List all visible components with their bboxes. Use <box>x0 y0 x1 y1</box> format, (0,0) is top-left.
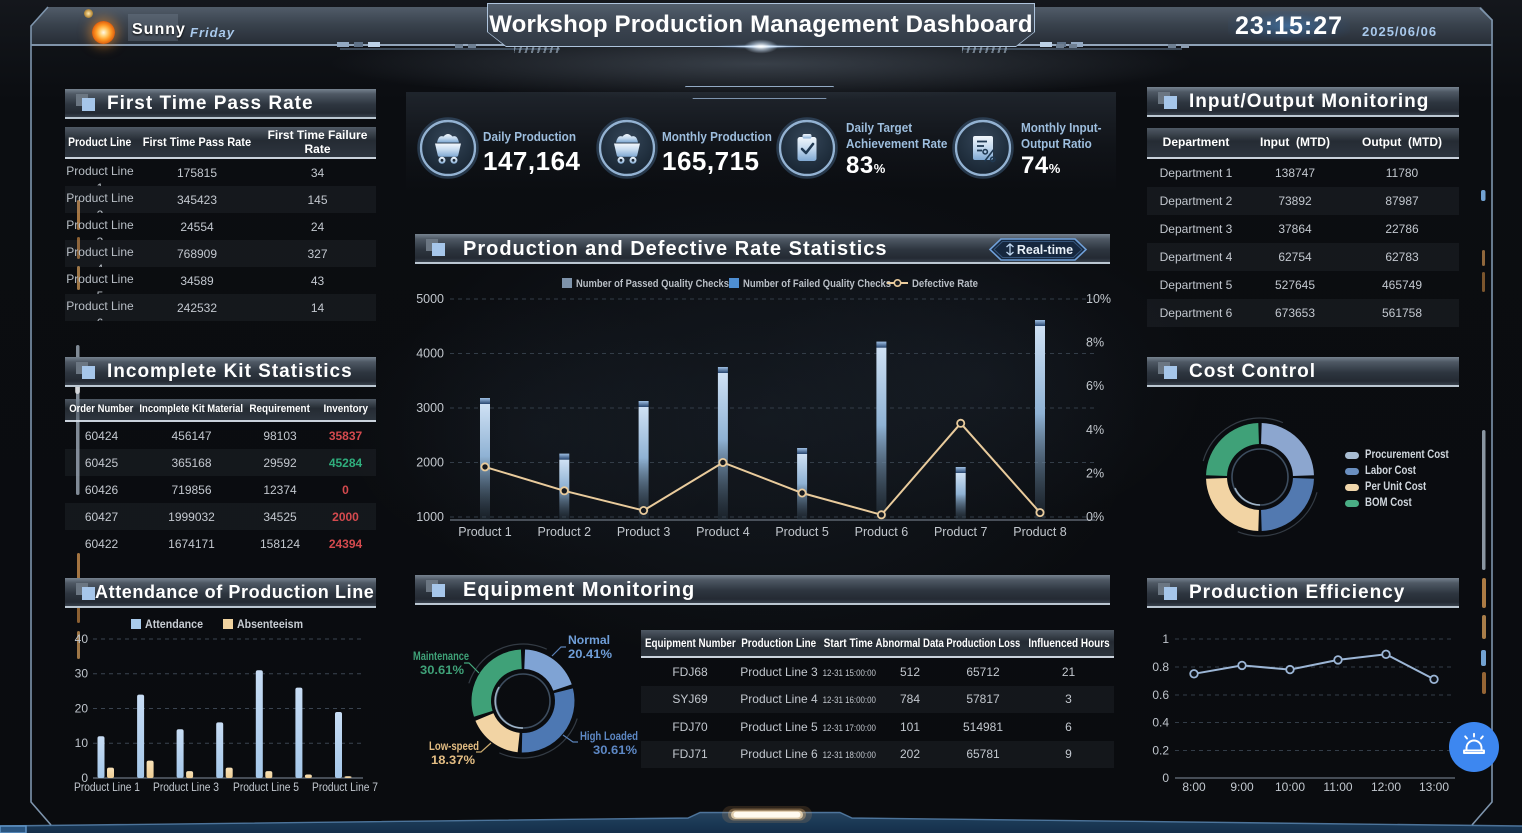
svg-text:Real-time: Real-time <box>1017 243 1073 257</box>
svg-text:8%: 8% <box>1086 336 1104 350</box>
svg-text:Normal: Normal <box>568 633 610 647</box>
svg-text:10: 10 <box>75 736 89 750</box>
svg-text:0.4: 0.4 <box>1152 716 1169 730</box>
svg-text:2%: 2% <box>1086 466 1104 480</box>
svg-text:Attendance: Attendance <box>145 619 203 631</box>
svg-text:Product Line 7: Product Line 7 <box>312 782 378 794</box>
svg-text:2000: 2000 <box>416 456 444 470</box>
svg-text:1000: 1000 <box>416 510 444 524</box>
svg-text:Product 3: Product 3 <box>617 525 671 539</box>
svg-text:Product 6: Product 6 <box>855 525 909 539</box>
svg-text:6%: 6% <box>1086 379 1104 393</box>
svg-text:Product 7: Product 7 <box>934 525 988 539</box>
svg-text:18.37%: 18.37% <box>431 753 475 767</box>
svg-text:1: 1 <box>1162 632 1169 646</box>
svg-text:Product 1: Product 1 <box>458 525 512 539</box>
svg-text:10%: 10% <box>1086 292 1111 306</box>
svg-text:Number of Passed Quality Check: Number of Passed Quality Checks <box>576 278 729 290</box>
svg-text:20: 20 <box>75 702 89 716</box>
svg-text:Product 5: Product 5 <box>775 525 829 539</box>
svg-text:12:00: 12:00 <box>1371 780 1401 794</box>
svg-text:Product 2: Product 2 <box>538 525 592 539</box>
svg-text:40: 40 <box>75 632 89 646</box>
svg-text:0: 0 <box>81 771 88 785</box>
svg-text:Product Line 5: Product Line 5 <box>233 782 299 794</box>
svg-text:Product 8: Product 8 <box>1013 525 1067 539</box>
svg-text:High Loaded: High Loaded <box>580 729 638 743</box>
svg-text:0%: 0% <box>1086 510 1104 524</box>
svg-text:0: 0 <box>1162 771 1169 785</box>
svg-text:30.61%: 30.61% <box>593 743 637 757</box>
svg-text:Product 4: Product 4 <box>696 525 750 539</box>
svg-text:Product Line 1: Product Line 1 <box>74 782 140 794</box>
svg-text:0.8: 0.8 <box>1152 660 1169 674</box>
svg-text:Number of Failed Quality Check: Number of Failed Quality Checks <box>743 278 891 290</box>
svg-text:8:00: 8:00 <box>1182 780 1206 794</box>
svg-text:0.6: 0.6 <box>1152 688 1169 702</box>
svg-text:4%: 4% <box>1086 423 1104 437</box>
svg-text:3000: 3000 <box>416 401 444 415</box>
svg-text:Defective Rate: Defective Rate <box>912 278 978 290</box>
svg-text:0.2: 0.2 <box>1152 744 1169 758</box>
svg-text:Low-speed: Low-speed <box>429 739 479 753</box>
svg-text:13:00: 13:00 <box>1419 780 1449 794</box>
svg-text:30: 30 <box>75 667 89 681</box>
svg-text:Maintenance: Maintenance <box>413 649 469 663</box>
svg-text:Product Line 3: Product Line 3 <box>153 782 219 794</box>
svg-text:9:00: 9:00 <box>1230 780 1254 794</box>
svg-text:4000: 4000 <box>416 347 444 361</box>
svg-text:30.61%: 30.61% <box>420 663 464 677</box>
svg-text:5000: 5000 <box>416 292 444 306</box>
svg-text:Absenteeism: Absenteeism <box>237 619 303 631</box>
svg-text:20.41%: 20.41% <box>568 647 612 661</box>
svg-text:10:00: 10:00 <box>1275 780 1305 794</box>
svg-text:11:00: 11:00 <box>1323 780 1352 794</box>
